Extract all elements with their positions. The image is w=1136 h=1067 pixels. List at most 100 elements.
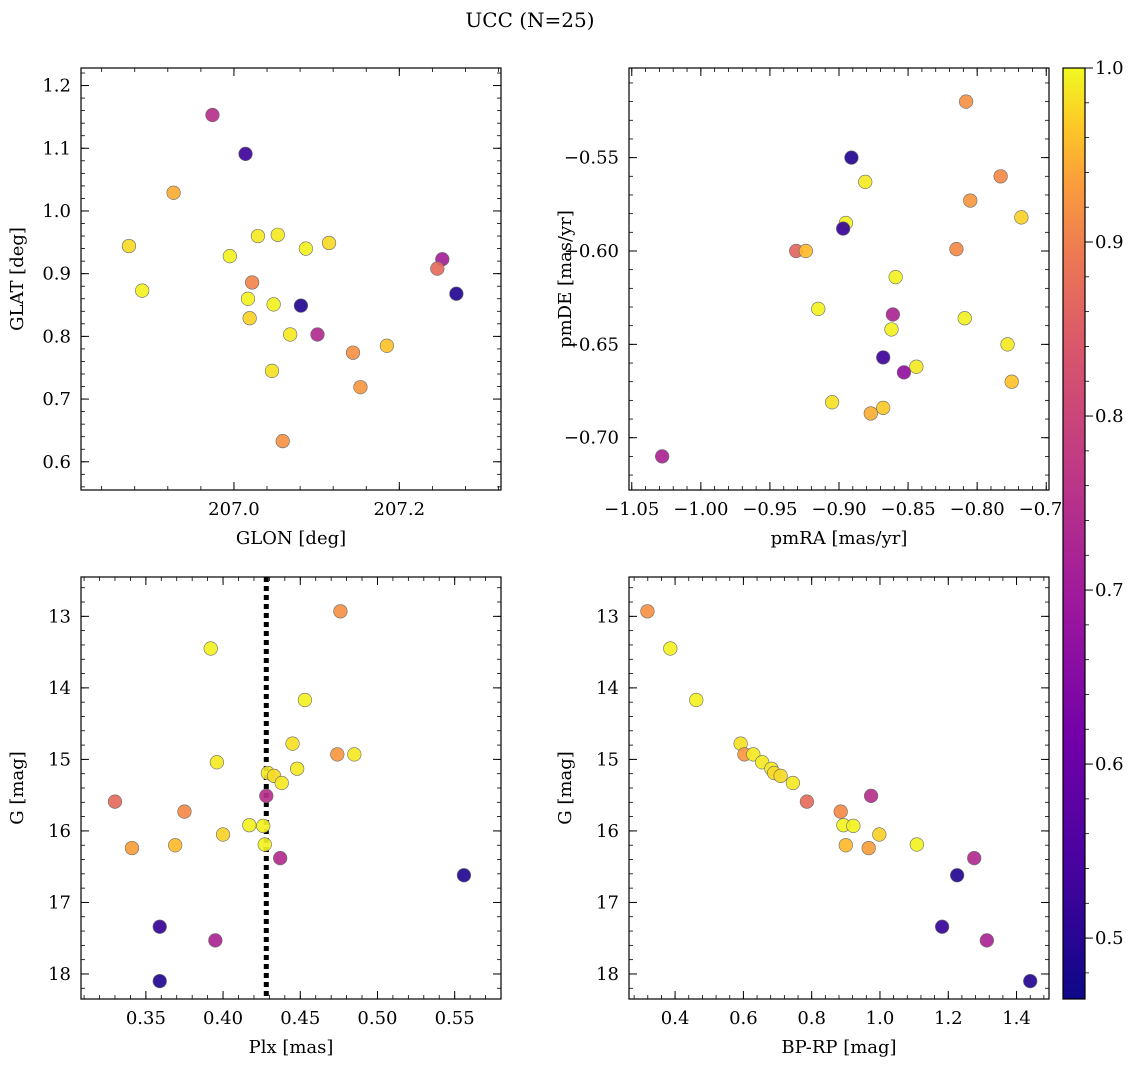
scatter-point: [1004, 374, 1019, 389]
scatter-point: [152, 919, 167, 934]
figure-title: UCC (N=25): [465, 8, 594, 32]
scatter-point: [333, 604, 348, 619]
colorbar: 0.5 0.6 0.7 0.8 0.9 1.0: [1062, 58, 1124, 1000]
scatter-point: [285, 736, 300, 751]
x-tick-label: 0.45: [280, 1008, 320, 1029]
scatter-point: [838, 838, 853, 853]
x-axis-label: BP-RP [mag]: [781, 1037, 896, 1058]
scatter-point: [833, 804, 848, 819]
scatter-point: [811, 301, 826, 316]
scatter-point: [967, 850, 982, 866]
scatter-point: [166, 185, 181, 200]
scatter-point: [798, 243, 813, 259]
scatter-point: [430, 261, 445, 276]
scatter-point: [1000, 337, 1015, 352]
y-tick-label: 14: [48, 678, 71, 699]
scatter-point: [824, 395, 840, 410]
axes-frame: [628, 67, 1050, 491]
y-tick-label: −0.55: [564, 148, 619, 169]
y-axis-label: pmDE [mas/yr]: [555, 210, 576, 348]
x-tick-label: −0.75: [1019, 499, 1074, 520]
scatter-point: [785, 775, 801, 791]
panels: 207.0 207.2 0.6 0.7 0.8 0.9 1.0 1.1 1.2 GLON [deg…: [7, 67, 1074, 1058]
scatter-point: [663, 641, 678, 656]
x-tick-label: 0.55: [435, 1008, 475, 1029]
scatter-point: [168, 838, 183, 853]
scatter-point: [884, 322, 899, 337]
y-axis-label: GLAT [deg]: [7, 227, 28, 331]
scatter-point: [979, 933, 994, 948]
scatter-point: [259, 788, 274, 803]
x-tick-label: 0.6: [729, 1008, 758, 1029]
scatter-point: [177, 804, 192, 819]
scatter-point: [379, 338, 395, 353]
x-tick-label: 0.8: [797, 1008, 826, 1029]
y-tick-label: 0.6: [42, 452, 71, 473]
colorbar-tick-label: 0.9: [1095, 232, 1124, 253]
x-tick-label: −0.85: [880, 499, 935, 520]
x-tick-label: −0.95: [742, 499, 797, 520]
x-tick-label: −0.80: [950, 499, 1005, 520]
y-tick-label: 14: [596, 678, 619, 699]
scatter-point: [203, 641, 218, 656]
x-tick-label: 207.2: [374, 499, 426, 520]
scatter-point: [107, 794, 123, 809]
scatter-point: [347, 747, 362, 762]
scatter-point: [909, 359, 924, 374]
scatter-point: [298, 241, 313, 256]
scatter-point: [124, 840, 140, 856]
x-tick-label: 0.50: [357, 1008, 397, 1029]
y-tick-label: 16: [596, 821, 619, 842]
scatter-point: [872, 827, 887, 842]
scatter-point: [310, 327, 325, 342]
scatter-point: [456, 868, 472, 883]
scatter-point: [240, 291, 256, 306]
scatter-point: [321, 235, 337, 251]
y-tick-label: 1.0: [42, 201, 71, 222]
scatter-point: [208, 933, 223, 948]
scatter-point: [135, 283, 150, 298]
y-tick-label: 0.9: [42, 264, 71, 285]
colorbar-tick-label: 0.6: [1095, 754, 1124, 775]
axes-frame: [80, 576, 502, 1000]
scatter-point: [1023, 974, 1038, 989]
y-tick-label: 13: [596, 606, 619, 627]
y-tick-label: 16: [48, 821, 71, 842]
y-tick-label: 17: [596, 892, 619, 913]
axes-frame: [80, 67, 502, 491]
x-tick-label: 1.4: [1002, 1008, 1031, 1029]
x-axis-label: pmRA [mas/yr]: [771, 528, 908, 549]
y-tick-label: 17: [48, 892, 71, 913]
scatter-point: [270, 227, 285, 242]
scatter-point: [242, 311, 257, 326]
x-tick-label: 0.35: [126, 1008, 166, 1029]
colorbar-tick-label: 0.8: [1095, 406, 1124, 427]
scatter-point: [863, 406, 878, 421]
scatter-point: [950, 868, 965, 883]
y-tick-label: 18: [596, 964, 619, 985]
scatter-point: [957, 311, 972, 326]
scatter-point: [863, 788, 879, 803]
x-tick-label: 0.40: [203, 1008, 243, 1029]
scatter-point: [799, 794, 815, 809]
scatter-point: [215, 827, 231, 842]
panel-4: 0.4 0.6 0.8 1.0 1.2 1.4 13 14 15 16 17 18 BP-RP [mag…: [555, 576, 1050, 1058]
colorbar-tick-label: 0.7: [1095, 580, 1124, 601]
scatter-point: [858, 174, 873, 190]
scatter-point: [209, 755, 224, 770]
scatter-point: [274, 775, 289, 791]
scatter-point: [275, 433, 290, 449]
scatter-point: [689, 692, 704, 708]
scatter-point: [909, 837, 924, 852]
scatter-point: [205, 107, 220, 123]
scatter-point: [250, 228, 266, 244]
scatter-point: [330, 747, 345, 762]
scatter-point: [121, 238, 137, 254]
x-tick-label: 1.2: [934, 1008, 963, 1029]
scatter-point: [222, 249, 237, 264]
scatter-point: [293, 298, 309, 313]
x-tick-label: −1.00: [673, 499, 728, 520]
scatter-point: [245, 275, 260, 290]
y-tick-label: 18: [48, 964, 71, 985]
